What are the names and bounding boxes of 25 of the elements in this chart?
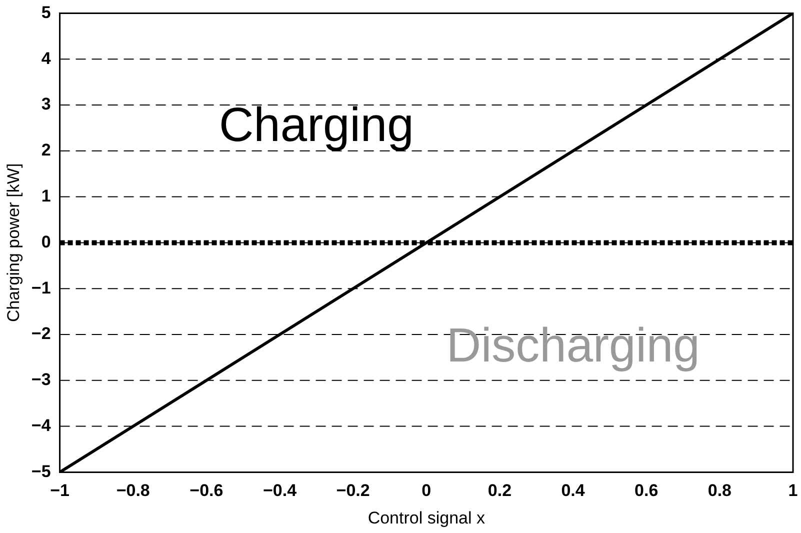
- x-tick-label: −0.4: [262, 481, 298, 500]
- x-tick-label: 0.2: [488, 481, 512, 500]
- y-tick-label: 1: [41, 186, 51, 206]
- y-tick-label: −5: [31, 462, 51, 481]
- y-tick-label: −4: [31, 416, 52, 435]
- x-tick-label: 0.6: [634, 481, 658, 500]
- x-tick-label: −0.2: [336, 481, 370, 500]
- y-tick-label: −1: [31, 278, 51, 298]
- annotation: Charging: [219, 99, 414, 152]
- x-tick-label: 0: [422, 481, 432, 500]
- y-tick-label: 4: [41, 48, 52, 68]
- y-tick-label: 2: [41, 140, 51, 160]
- x-tick-label: 0.8: [708, 481, 732, 500]
- annotation: Discharging: [446, 320, 700, 373]
- y-tick-label: 0: [41, 232, 51, 252]
- x-tick-label: −0.6: [190, 481, 224, 500]
- y-tick-label: −3: [31, 370, 51, 390]
- x-axis-title: Control signal x: [368, 508, 486, 528]
- y-tick-label: −2: [31, 324, 51, 344]
- x-tick-label: −0.8: [116, 481, 150, 500]
- y-axis-title: Charging power [kW]: [4, 163, 23, 322]
- y-tick-label: 5: [41, 2, 51, 22]
- x-tick-label: 1: [788, 481, 798, 500]
- x-tick-label: 0.4: [561, 481, 586, 500]
- y-tick-label: 3: [41, 94, 51, 114]
